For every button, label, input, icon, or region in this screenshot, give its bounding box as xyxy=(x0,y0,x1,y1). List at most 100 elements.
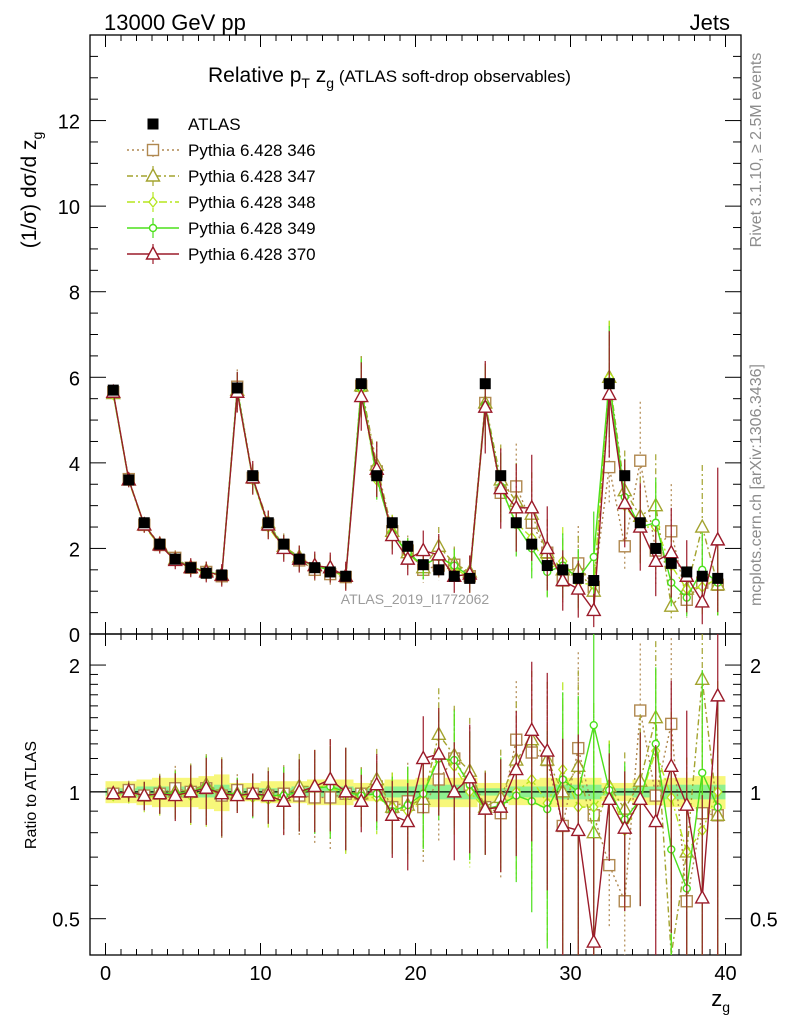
data-point xyxy=(355,378,367,390)
data-point xyxy=(601,385,617,401)
data-point xyxy=(353,388,369,403)
data-point xyxy=(539,539,555,555)
ratio-y-tick-label-right: 2 xyxy=(750,656,761,678)
legend-marker xyxy=(148,223,158,233)
data-point xyxy=(710,531,726,546)
legend-label: Pythia 6.428 349 xyxy=(188,219,316,238)
data-point xyxy=(665,557,677,569)
data-point xyxy=(433,564,445,576)
data-point xyxy=(586,601,602,617)
y-tick-label: 10 xyxy=(58,197,80,219)
title-suffix: (ATLAS soft-drop observables) xyxy=(334,67,571,86)
data-point xyxy=(493,798,509,813)
data-point xyxy=(183,783,199,798)
data-point xyxy=(229,787,245,802)
x-tick-label: 20 xyxy=(404,963,426,985)
data-point xyxy=(415,750,431,765)
title-sub-t: T xyxy=(301,75,310,91)
data-point xyxy=(570,580,586,595)
x-axis-label: zg xyxy=(711,986,730,1015)
data-point xyxy=(555,817,571,832)
data-point xyxy=(121,783,137,798)
data-point xyxy=(698,768,707,777)
data-point xyxy=(632,790,648,806)
data-point xyxy=(634,454,647,467)
data-point xyxy=(508,499,524,514)
ratio-plot: 0 10 20 30 40 0.5 0.5 1 1 2 2 xyxy=(52,633,778,985)
ratio-y-axis-label-text: Ratio to ATLAS xyxy=(23,741,40,849)
data-point xyxy=(198,779,214,794)
series-atlas xyxy=(107,378,724,587)
legend-marker xyxy=(145,245,161,260)
x-tick-label: 40 xyxy=(714,963,736,985)
series-line xyxy=(112,377,719,608)
data-point xyxy=(694,889,710,904)
data-point xyxy=(648,813,664,828)
data-point xyxy=(477,800,493,815)
legend-marker xyxy=(148,195,158,209)
data-point xyxy=(477,398,493,413)
data-point xyxy=(169,553,181,565)
data-point xyxy=(663,757,679,773)
data-point xyxy=(291,783,307,798)
data-point xyxy=(586,933,602,948)
legend-marker xyxy=(145,167,161,182)
series-line xyxy=(113,695,719,943)
rivet-label-text: Rivet 3.1.10, ≥ 2.5M events xyxy=(748,53,765,248)
data-point xyxy=(167,787,183,802)
data-point xyxy=(601,790,617,806)
data-point xyxy=(479,378,491,390)
data-point xyxy=(603,378,615,390)
data-point xyxy=(340,570,352,582)
data-point xyxy=(431,546,447,561)
header-left: 13000 GeV pp xyxy=(104,10,246,35)
data-point xyxy=(386,517,398,529)
series-pythia-6-428-347 xyxy=(105,320,726,619)
data-point xyxy=(245,785,261,800)
data-point xyxy=(276,792,292,807)
series-pythia-6-428-370 xyxy=(105,331,726,628)
series-line xyxy=(112,377,719,590)
ratio-y-tick-label-right: 0.5 xyxy=(750,910,778,932)
data-point xyxy=(589,552,598,562)
data-point xyxy=(400,813,416,828)
series-line xyxy=(113,679,719,956)
data-point xyxy=(619,470,631,482)
data-point xyxy=(557,564,569,576)
data-point xyxy=(679,796,695,811)
legend-label: Pythia 6.428 347 xyxy=(188,167,316,186)
data-point xyxy=(681,566,693,578)
series-line xyxy=(113,748,719,854)
data-point xyxy=(136,787,152,802)
legend-marker xyxy=(146,143,160,157)
data-point xyxy=(384,806,400,821)
data-point xyxy=(185,562,197,574)
ratio-series-pythia-6-428-370 xyxy=(105,634,726,955)
data-point xyxy=(493,480,509,495)
y-tick-label: 0 xyxy=(69,625,80,647)
ratio-y-tick-label: 0.5 xyxy=(52,910,80,932)
data-point xyxy=(309,562,321,574)
data-point xyxy=(400,550,416,565)
legend-entry: Pythia 6.428 370 xyxy=(127,244,316,264)
data-point xyxy=(154,538,166,550)
data-point xyxy=(694,518,710,533)
data-point xyxy=(262,517,274,529)
data-point xyxy=(247,470,259,482)
data-point xyxy=(324,566,336,578)
series-line xyxy=(113,724,719,892)
data-point xyxy=(526,538,538,550)
data-point xyxy=(384,527,400,542)
data-point xyxy=(338,783,354,798)
legend: ATLAS Pythia 6.428 346 Pythia 6.428 347 Pyt… xyxy=(127,115,316,264)
y-tick-label: 12 xyxy=(58,112,80,134)
data-point xyxy=(464,572,476,584)
data-point xyxy=(307,777,323,793)
data-point xyxy=(589,720,598,730)
data-point xyxy=(322,771,338,786)
x-tick-label: 10 xyxy=(249,963,271,985)
data-point xyxy=(524,499,540,514)
x-tick-label: 0 xyxy=(100,963,111,985)
data-point xyxy=(603,858,616,872)
title-sub-g: g xyxy=(326,75,334,91)
